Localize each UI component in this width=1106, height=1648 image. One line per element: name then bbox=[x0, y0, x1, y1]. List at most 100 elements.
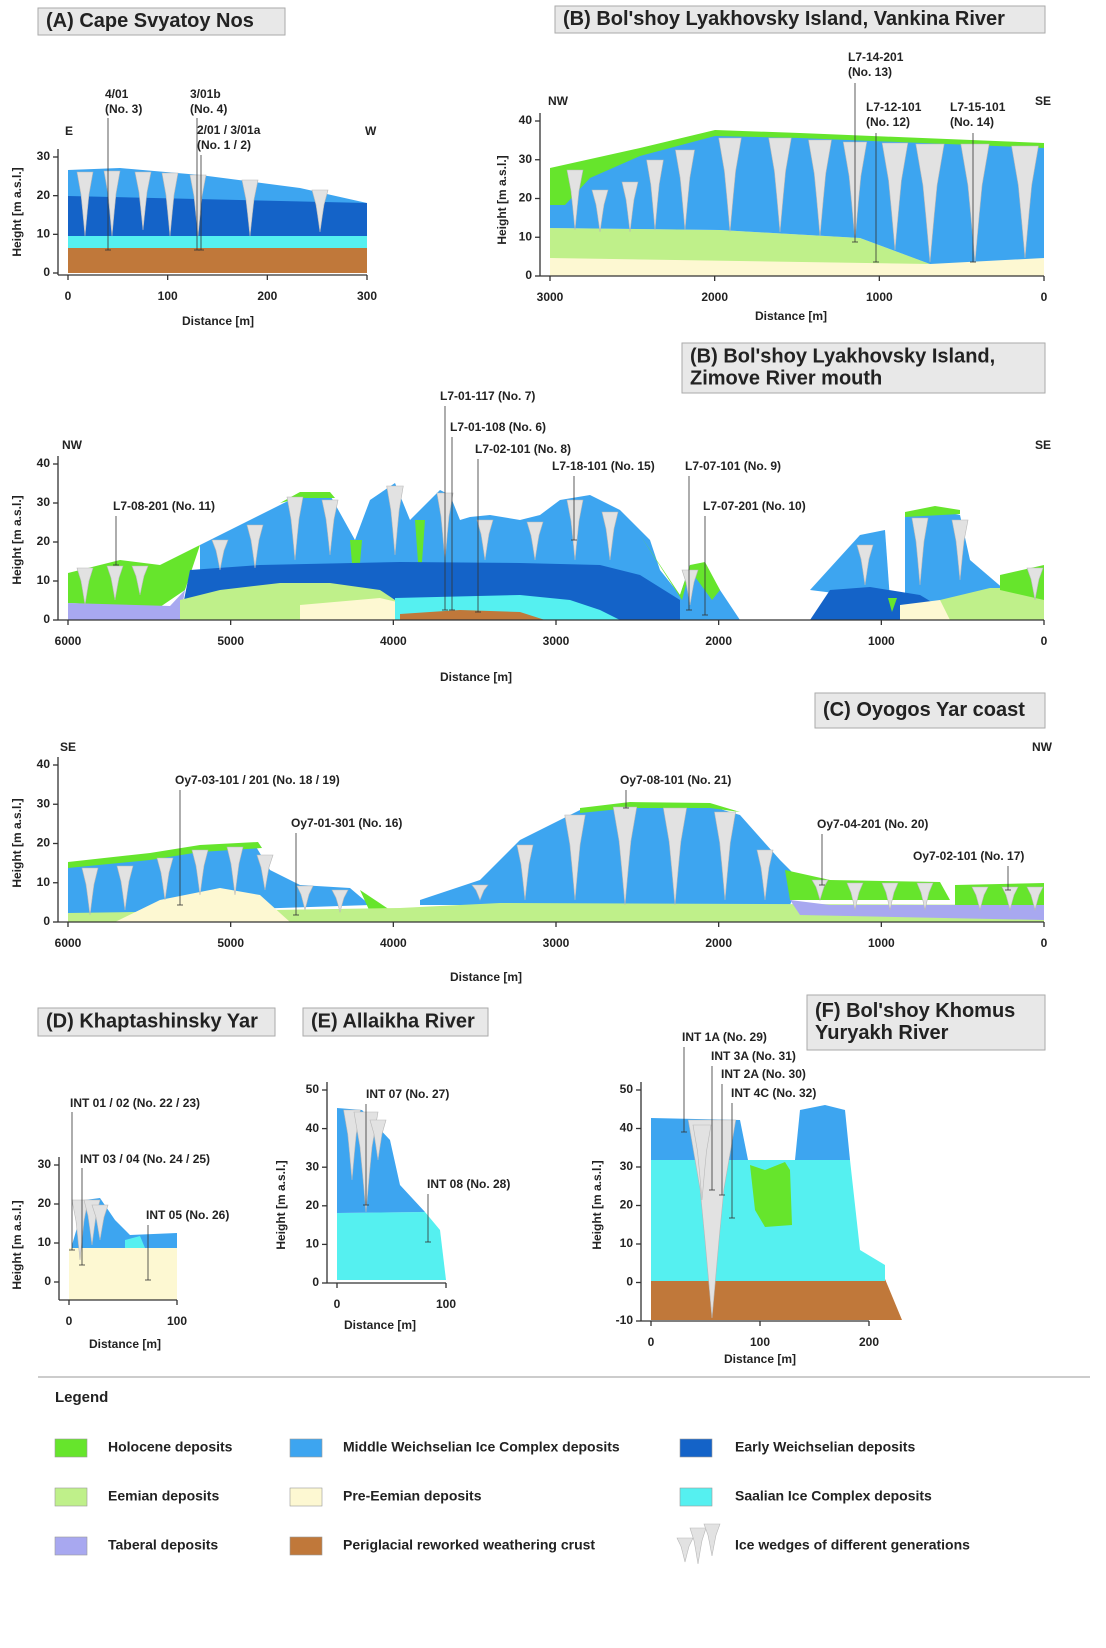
sample-label: Oy7-02-101 (No. 17) bbox=[913, 849, 1024, 863]
legend-swatch bbox=[55, 1537, 87, 1555]
x-tick-label: 1000 bbox=[868, 936, 895, 950]
y-tick-label: 10 bbox=[620, 1236, 634, 1250]
x-tick-label: 6000 bbox=[55, 936, 82, 950]
sample-label: L7-08-201 (No. 11) bbox=[113, 499, 215, 513]
sample-label: (No. 12) bbox=[866, 115, 910, 129]
sample-label: (No. 3) bbox=[105, 102, 142, 116]
sample-label: 4/01 bbox=[105, 87, 129, 101]
y-tick-label: 40 bbox=[37, 757, 51, 771]
sample-label: INT 2A (No. 30) bbox=[721, 1067, 806, 1081]
y-axis-label: Height [m a.s.l.] bbox=[10, 495, 24, 584]
legend-swatch bbox=[290, 1439, 322, 1457]
sample-label: INT 01 / 02 (No. 22 / 23) bbox=[70, 1096, 200, 1110]
y-tick-label: 10 bbox=[37, 573, 51, 587]
x-tick-label: 3000 bbox=[543, 634, 570, 648]
x-axis-label: Distance [m] bbox=[724, 1352, 796, 1366]
figure: (A) Cape Svyatoy NosEW01020300100200300D… bbox=[0, 0, 1106, 1648]
x-tick-label: 4000 bbox=[380, 936, 407, 950]
panel-title: (B) Bol'shoy Lyakhovsky Island, bbox=[690, 345, 995, 367]
y-tick-label: 50 bbox=[620, 1082, 634, 1096]
x-axis-label: Distance [m] bbox=[450, 970, 522, 984]
sample-label: Oy7-01-301 (No. 16) bbox=[291, 816, 402, 830]
x-tick-label: 0 bbox=[334, 1297, 341, 1311]
x-tick-label: 3000 bbox=[543, 936, 570, 950]
legend-label: Eemian deposits bbox=[108, 1488, 219, 1504]
deposit-layer bbox=[651, 1279, 902, 1320]
y-tick-label: 40 bbox=[306, 1121, 320, 1135]
orientation-label: NW bbox=[62, 438, 83, 452]
x-tick-label: 100 bbox=[167, 1314, 187, 1328]
y-tick-label: 40 bbox=[519, 113, 533, 127]
x-tick-label: 0 bbox=[1041, 290, 1048, 304]
y-tick-label: 10 bbox=[38, 1235, 52, 1249]
deposit-layer bbox=[68, 248, 367, 273]
y-axis-label: Height [m a.s.l.] bbox=[10, 1200, 24, 1289]
y-tick-label: 10 bbox=[37, 875, 51, 889]
x-tick-label: 1000 bbox=[868, 634, 895, 648]
y-tick-label: 10 bbox=[306, 1237, 320, 1251]
sample-label: (No. 1 / 2) bbox=[197, 138, 251, 152]
legend-label: Taberal deposits bbox=[108, 1537, 218, 1553]
y-tick-label: 30 bbox=[306, 1159, 320, 1173]
orientation-label: NW bbox=[1032, 740, 1053, 754]
y-tick-label: 0 bbox=[43, 265, 50, 279]
sample-label: INT 3A (No. 31) bbox=[711, 1049, 796, 1063]
y-axis-label: Height [m a.s.l.] bbox=[495, 155, 509, 244]
sample-label: INT 1A (No. 29) bbox=[682, 1030, 767, 1044]
sample-label: (No. 14) bbox=[950, 115, 994, 129]
x-tick-label: 0 bbox=[66, 1314, 73, 1328]
sample-label: 3/01b bbox=[190, 87, 221, 101]
legend-label: Ice wedges of different generations bbox=[735, 1537, 970, 1553]
legend-label: Periglacial reworked weathering crust bbox=[343, 1537, 595, 1553]
y-tick-label: 40 bbox=[37, 456, 51, 470]
legend-title: Legend bbox=[55, 1389, 108, 1406]
x-tick-label: 5000 bbox=[217, 634, 244, 648]
y-tick-label: 0 bbox=[525, 268, 532, 282]
legend-label: Saalian Ice Complex deposits bbox=[735, 1488, 932, 1504]
deposit-layer bbox=[68, 236, 367, 248]
sample-label: L7-01-108 (No. 6) bbox=[450, 420, 546, 434]
sample-label: L7-02-101 (No. 8) bbox=[475, 442, 571, 456]
y-tick-label: 30 bbox=[620, 1159, 634, 1173]
x-tick-label: 200 bbox=[257, 289, 277, 303]
ice-wedge bbox=[704, 1524, 720, 1556]
panel-title: (C) Oyogos Yar coast bbox=[823, 699, 1025, 721]
sample-label: Oy7-04-201 (No. 20) bbox=[817, 817, 928, 831]
sample-label: Oy7-03-101 / 201 (No. 18 / 19) bbox=[175, 773, 340, 787]
panel-title: Yuryakh River bbox=[815, 1022, 949, 1044]
y-tick-label: 20 bbox=[306, 1198, 320, 1212]
x-axis-label: Distance [m] bbox=[344, 1318, 416, 1332]
y-tick-label: 0 bbox=[44, 1274, 51, 1288]
y-tick-label: 20 bbox=[37, 188, 51, 202]
panel-title: (E) Allaikha River bbox=[311, 1010, 475, 1032]
legend-label: Early Weichselian deposits bbox=[735, 1439, 915, 1455]
y-tick-label: 10 bbox=[519, 229, 533, 243]
x-tick-label: 200 bbox=[859, 1335, 879, 1349]
x-tick-label: 100 bbox=[750, 1335, 770, 1349]
legend-swatch bbox=[680, 1488, 712, 1506]
x-tick-label: 0 bbox=[1041, 634, 1048, 648]
x-tick-label: 3000 bbox=[537, 290, 564, 304]
x-tick-label: 100 bbox=[158, 289, 178, 303]
sample-label: Oy7-08-101 (No. 21) bbox=[620, 773, 731, 787]
deposit-layer bbox=[69, 1248, 177, 1300]
y-tick-label: 0 bbox=[43, 612, 50, 626]
deposit-layer bbox=[795, 1105, 850, 1160]
x-tick-label: 0 bbox=[1041, 936, 1048, 950]
x-tick-label: 0 bbox=[648, 1335, 655, 1349]
sample-label: L7-14-201 bbox=[848, 50, 904, 64]
y-tick-label: 20 bbox=[620, 1198, 634, 1212]
x-tick-label: 0 bbox=[65, 289, 72, 303]
y-tick-label: 40 bbox=[620, 1121, 634, 1135]
x-tick-label: 2000 bbox=[705, 634, 732, 648]
panel-title: (D) Khaptashinsky Yar bbox=[46, 1010, 258, 1032]
y-tick-label: 20 bbox=[38, 1196, 52, 1210]
x-tick-label: 5000 bbox=[217, 936, 244, 950]
y-tick-label: 30 bbox=[37, 495, 51, 509]
sample-label: INT 4C (No. 32) bbox=[731, 1086, 816, 1100]
sample-label: L7-18-101 (No. 15) bbox=[552, 459, 655, 473]
x-tick-label: 100 bbox=[436, 1297, 456, 1311]
legend-swatch bbox=[55, 1488, 87, 1506]
y-tick-label: 20 bbox=[37, 534, 51, 548]
panel-title: (B) Bol'shoy Lyakhovsky Island, Vankina … bbox=[563, 8, 1005, 30]
